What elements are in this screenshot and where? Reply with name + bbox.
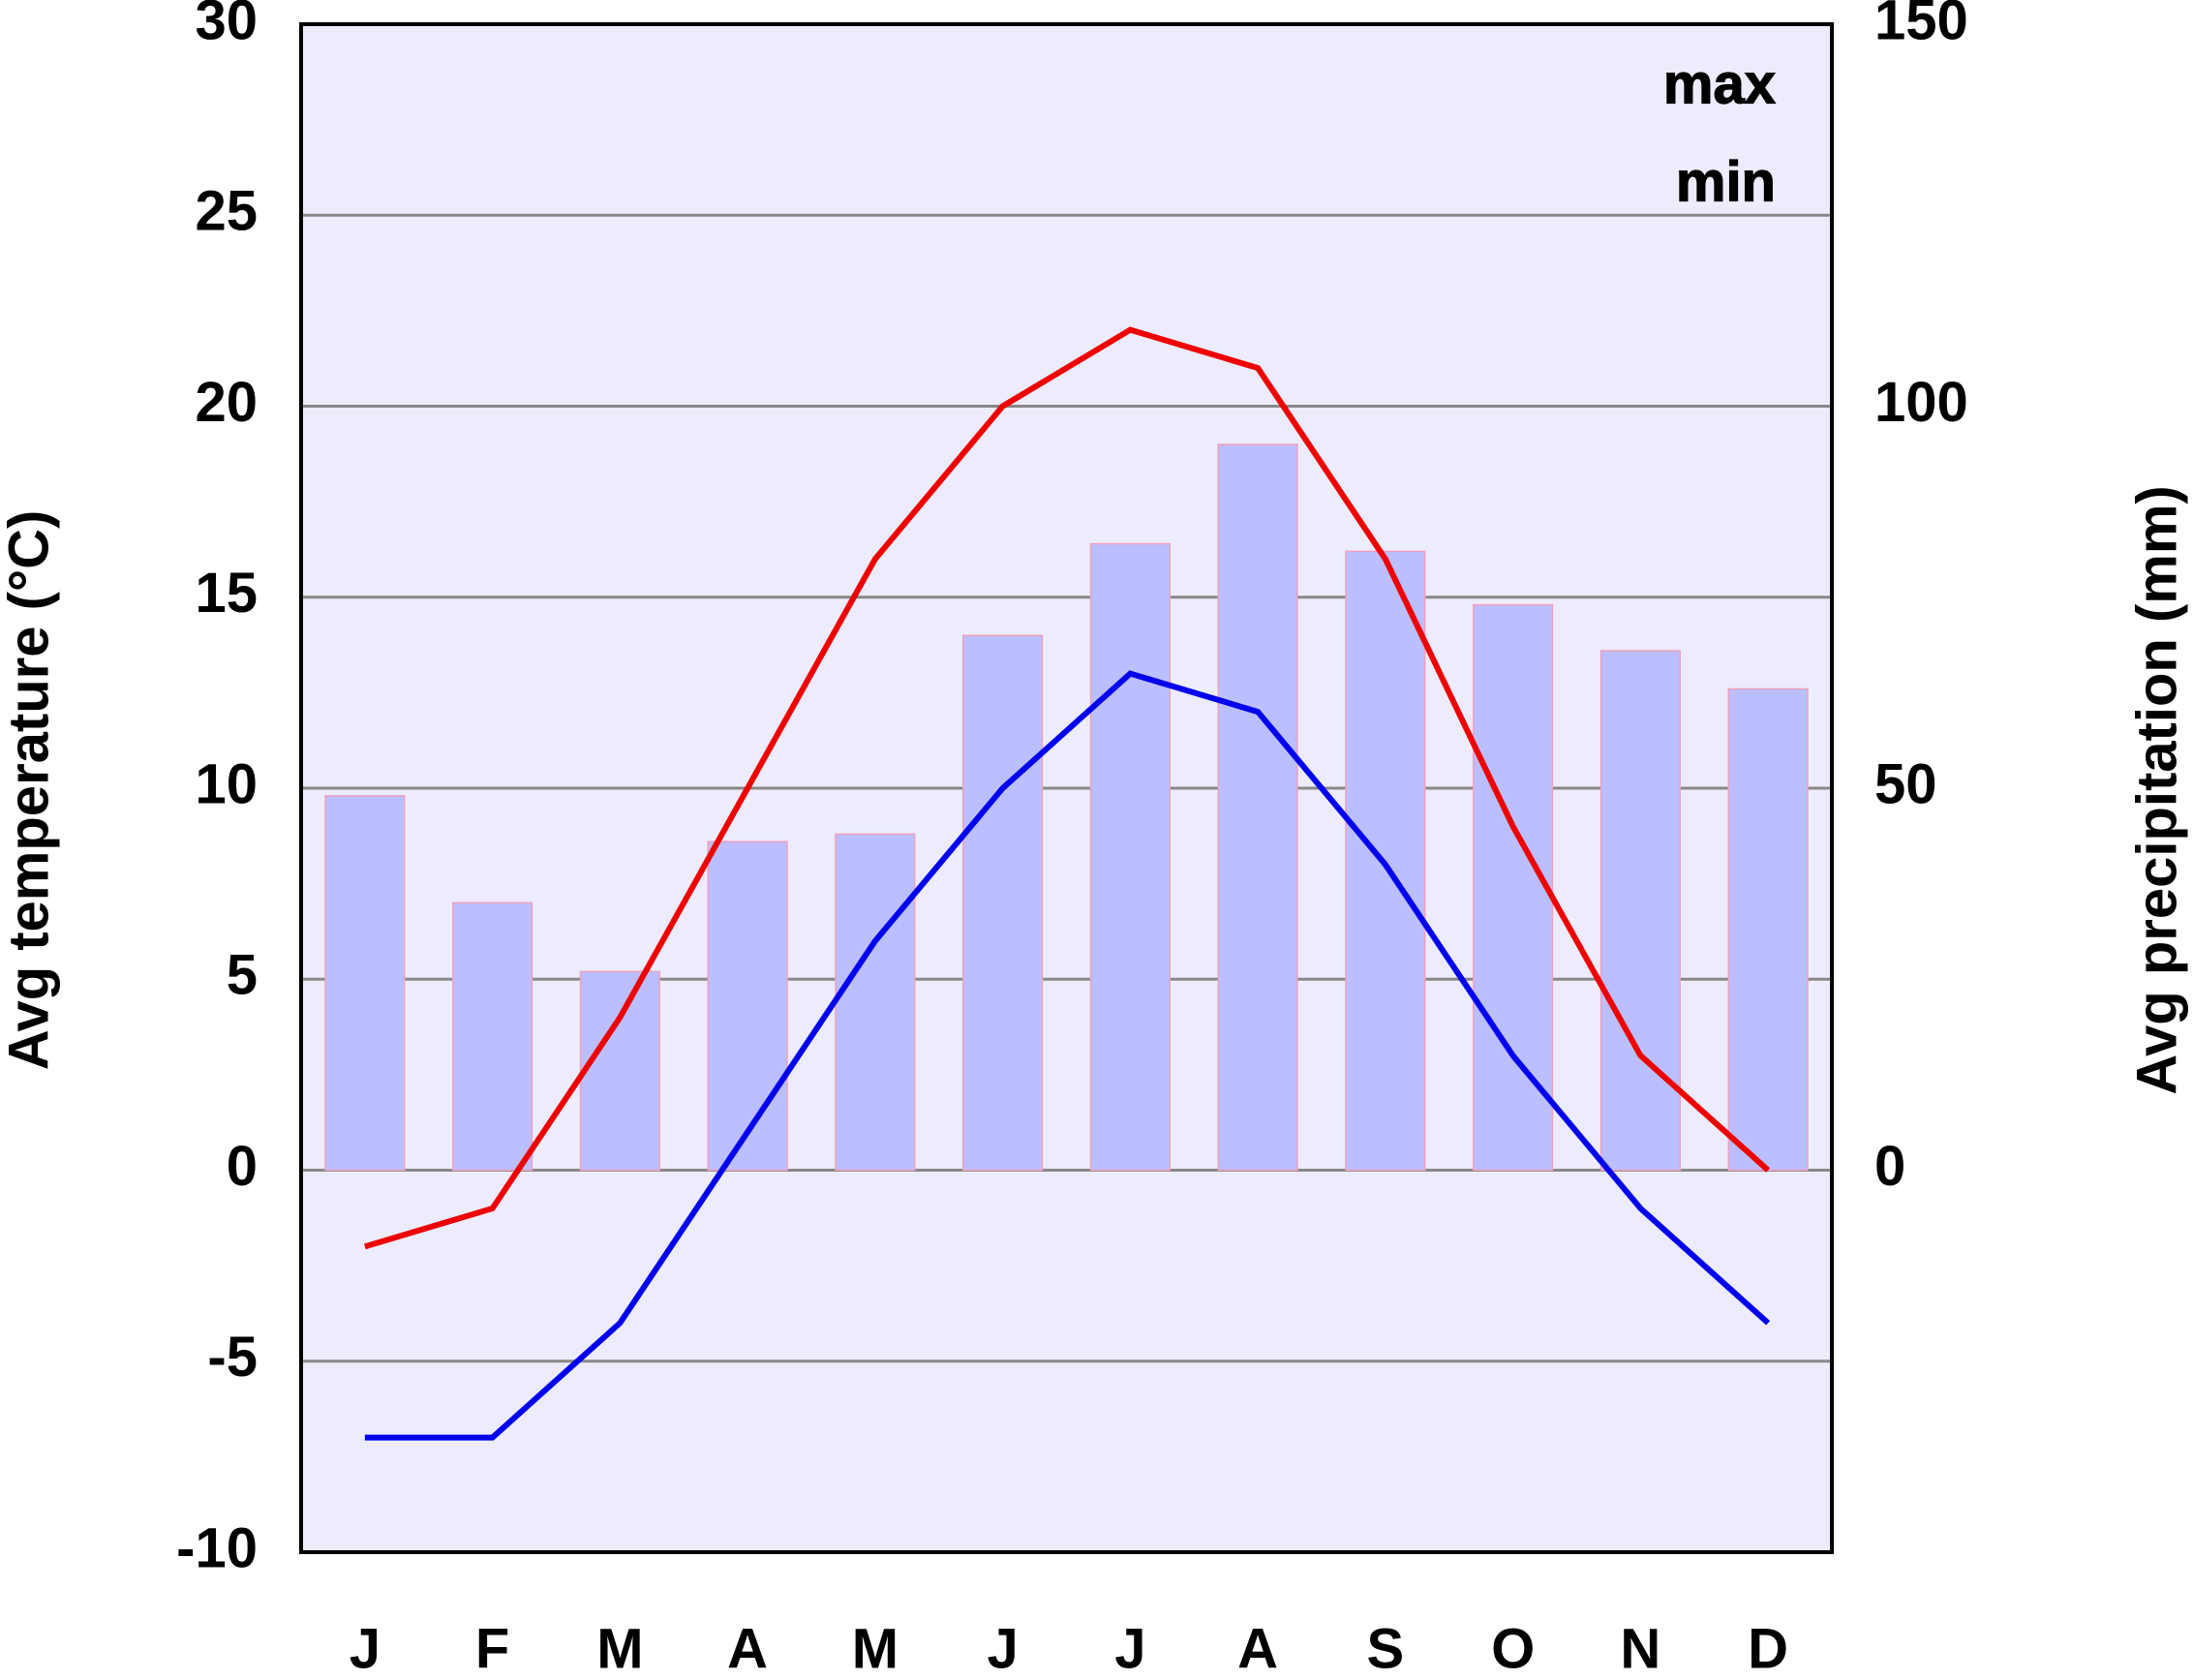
x-tick-label: A xyxy=(1237,1617,1278,1680)
legend-label: max xyxy=(1663,52,1776,115)
line-series xyxy=(364,670,1771,1441)
x-tick-label: N xyxy=(1620,1617,1660,1680)
bar xyxy=(1599,650,1681,1172)
x-tick-label: M xyxy=(852,1617,899,1680)
y-tick-label: 10 xyxy=(195,752,258,815)
legend-label: min xyxy=(1676,150,1776,213)
bar xyxy=(1217,443,1298,1172)
bar xyxy=(324,795,406,1172)
y-tick-label: 30 xyxy=(195,0,258,51)
x-tick-label: D xyxy=(1748,1617,1788,1680)
y-tick-label: 15 xyxy=(195,562,258,625)
x-tick-label: J xyxy=(350,1617,381,1680)
bar xyxy=(962,634,1044,1172)
y2-tick-label: 100 xyxy=(1874,371,1968,434)
bar xyxy=(707,840,788,1172)
y-tick-label: -5 xyxy=(207,1326,258,1389)
bar xyxy=(579,970,660,1172)
y-axis-title: Avg temperature (°C) xyxy=(0,510,60,1071)
bar xyxy=(1727,687,1809,1172)
x-tick-label: J xyxy=(1114,1617,1145,1680)
x-tick-label: M xyxy=(596,1617,643,1680)
y-tick-label: -10 xyxy=(176,1516,258,1579)
y2-tick-label: 50 xyxy=(1874,752,1937,815)
y-tick-label: 20 xyxy=(195,371,258,434)
line-series xyxy=(364,326,1771,1250)
y-tick-label: 5 xyxy=(227,944,258,1007)
y-tick-label: 0 xyxy=(227,1135,258,1198)
y2-axis-title: Avg precipitation (mm) xyxy=(2125,485,2188,1094)
x-tick-label: O xyxy=(1491,1617,1535,1680)
bar xyxy=(835,833,916,1172)
x-tick-label: A xyxy=(727,1617,768,1680)
x-tick-label: F xyxy=(475,1617,509,1680)
bar xyxy=(1089,542,1171,1172)
x-tick-label: J xyxy=(987,1617,1018,1680)
y2-tick-label: 150 xyxy=(1874,0,1968,51)
plot-frame xyxy=(299,22,1834,1554)
y-tick-label: 25 xyxy=(195,180,258,243)
bar xyxy=(1473,603,1554,1172)
y2-tick-label: 0 xyxy=(1874,1135,1905,1198)
bar xyxy=(452,901,533,1172)
x-tick-label: S xyxy=(1367,1617,1405,1680)
